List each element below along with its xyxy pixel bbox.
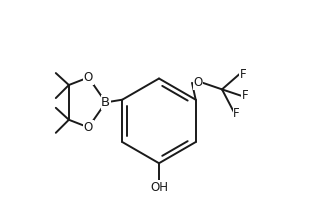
Text: O: O xyxy=(193,76,203,89)
Text: O: O xyxy=(84,71,93,84)
Text: OH: OH xyxy=(150,181,168,194)
Text: O: O xyxy=(84,121,93,134)
Text: F: F xyxy=(240,68,246,81)
Text: F: F xyxy=(233,107,240,120)
Text: F: F xyxy=(242,89,249,102)
Text: B: B xyxy=(101,96,110,109)
